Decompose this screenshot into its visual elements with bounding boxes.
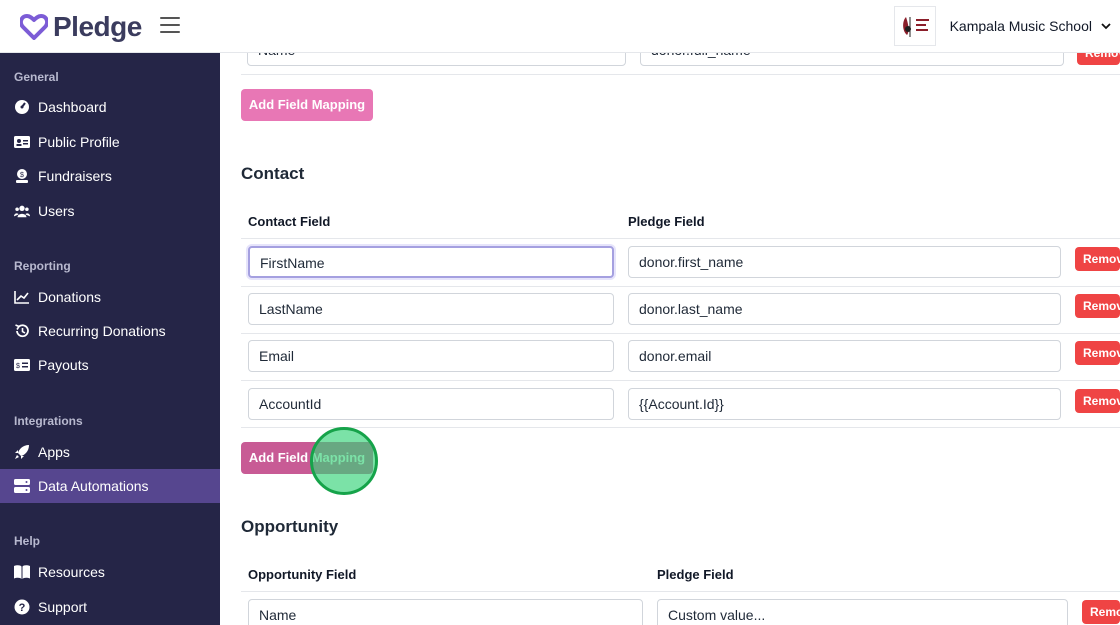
add-field-mapping-button[interactable]: Add Field Mapping	[241, 442, 373, 474]
pledge-field-header: Pledge Field	[628, 214, 705, 229]
remove-button[interactable]: Remove	[1075, 294, 1120, 318]
sidebar-item-fundraisers[interactable]: $ Fundraisers	[0, 159, 220, 193]
id-card-icon	[14, 134, 30, 150]
top-field-input[interactable]: Name	[247, 53, 626, 66]
history-icon	[14, 323, 30, 339]
remove-button[interactable]: Remove	[1077, 53, 1120, 65]
svg-text:?: ?	[19, 602, 26, 614]
pledge-logo[interactable]: Pledge	[20, 11, 142, 42]
pledge-field-header: Pledge Field	[657, 567, 734, 582]
sidebar-section-help: Help	[14, 534, 41, 548]
divider	[241, 591, 1120, 592]
sidebar-item-apps[interactable]: Apps	[0, 435, 220, 469]
pledge-field-input[interactable]: {{Account.Id}}	[628, 388, 1061, 420]
org-logo-image-icon	[902, 17, 929, 37]
server-icon	[14, 478, 30, 494]
sidebar-item-label: Recurring Donations	[38, 323, 166, 339]
pledge-field-input[interactable]: donor.email	[628, 340, 1061, 372]
sidebar-item-resources[interactable]: Resources	[0, 555, 220, 589]
sidebar-item-support[interactable]: ? Support	[0, 590, 220, 624]
org-name: Kampala Music School	[949, 18, 1092, 34]
logo-text: Pledge	[53, 11, 142, 42]
sidebar-item-label: Resources	[38, 564, 105, 580]
sidebar-item-label: Payouts	[38, 357, 89, 373]
sidebar-item-public-profile[interactable]: Public Profile	[0, 125, 220, 159]
org-logo	[893, 6, 936, 46]
top-pledge-input[interactable]: donor.full_name	[640, 53, 1064, 66]
sidebar-item-donations[interactable]: Donations	[0, 280, 220, 314]
users-icon	[14, 203, 30, 219]
remove-button[interactable]: Remove	[1082, 600, 1120, 624]
sidebar-item-dashboard[interactable]: Dashboard	[0, 90, 220, 124]
sidebar-section-integrations: Integrations	[14, 414, 83, 428]
sidebar-item-recurring-donations[interactable]: Recurring Donations	[0, 314, 220, 348]
sidebar-item-users[interactable]: Users	[0, 194, 220, 228]
chevron-down-icon	[1101, 23, 1111, 30]
contact-field-input[interactable]: FirstName	[248, 246, 614, 278]
sidebar-item-label: Public Profile	[38, 134, 120, 150]
sidebar-item-payouts[interactable]: $ Payouts	[0, 348, 220, 382]
org-switcher[interactable]: Kampala Music School	[893, 6, 1112, 46]
sidebar-item-data-automations[interactable]: Data Automations	[0, 469, 220, 503]
svg-text:$: $	[16, 363, 20, 370]
main-content: Name donor.full_name Remove Add Field Ma…	[220, 53, 1120, 625]
sidebar-item-label: Dashboard	[38, 99, 107, 115]
rocket-icon	[14, 444, 30, 460]
contact-field-input[interactable]: LastName	[248, 293, 614, 325]
money-check-icon: $	[14, 357, 30, 373]
divider	[241, 380, 1120, 381]
opportunity-field-input[interactable]: Name	[248, 599, 643, 625]
sidebar-item-label: Donations	[38, 289, 102, 305]
question-icon: ?	[14, 599, 30, 615]
sidebar-item-label: Support	[38, 599, 88, 615]
divider	[241, 427, 1120, 428]
sidebar-item-label: Fundraisers	[38, 168, 112, 184]
sidebar-item-label: Data Automations	[38, 478, 149, 494]
pledge-field-input[interactable]: donor.last_name	[628, 293, 1061, 325]
dashboard-icon	[14, 99, 30, 115]
sidebar-item-label: Users	[38, 203, 75, 219]
add-field-mapping-button[interactable]: Add Field Mapping	[241, 89, 373, 121]
contact-field-header: Contact Field	[248, 214, 331, 229]
divider	[241, 238, 1120, 239]
pledge-field-input[interactable]: Custom value...	[657, 599, 1068, 625]
hamburger-menu-icon[interactable]	[160, 17, 180, 33]
contact-field-input[interactable]: Email	[248, 340, 614, 372]
sidebar-section-reporting: Reporting	[14, 259, 71, 273]
remove-button[interactable]: Remove	[1075, 341, 1120, 365]
contact-section-title: Contact	[241, 164, 305, 183]
sidebar-section-general: General	[14, 70, 59, 84]
divider	[241, 333, 1120, 334]
heart-logo-icon	[20, 14, 48, 40]
top-bar: Pledge Kampala Music School	[0, 0, 1120, 53]
chart-line-icon	[14, 289, 30, 305]
sidebar: General Dashboard Public Profile $ Fundr…	[0, 53, 220, 625]
sidebar-item-label: Apps	[38, 444, 70, 460]
divider	[241, 286, 1120, 287]
book-icon	[14, 564, 30, 580]
remove-button[interactable]: Remove	[1075, 247, 1120, 271]
pledge-field-input[interactable]: donor.first_name	[628, 246, 1061, 278]
remove-button[interactable]: Remove	[1075, 389, 1120, 413]
divider	[241, 74, 1120, 75]
fundraiser-icon: $	[14, 168, 30, 184]
svg-text:$: $	[20, 172, 24, 179]
contact-field-input[interactable]: AccountId	[248, 388, 614, 420]
opportunity-field-header: Opportunity Field	[248, 567, 357, 582]
opportunity-section-title: Opportunity	[241, 517, 339, 536]
